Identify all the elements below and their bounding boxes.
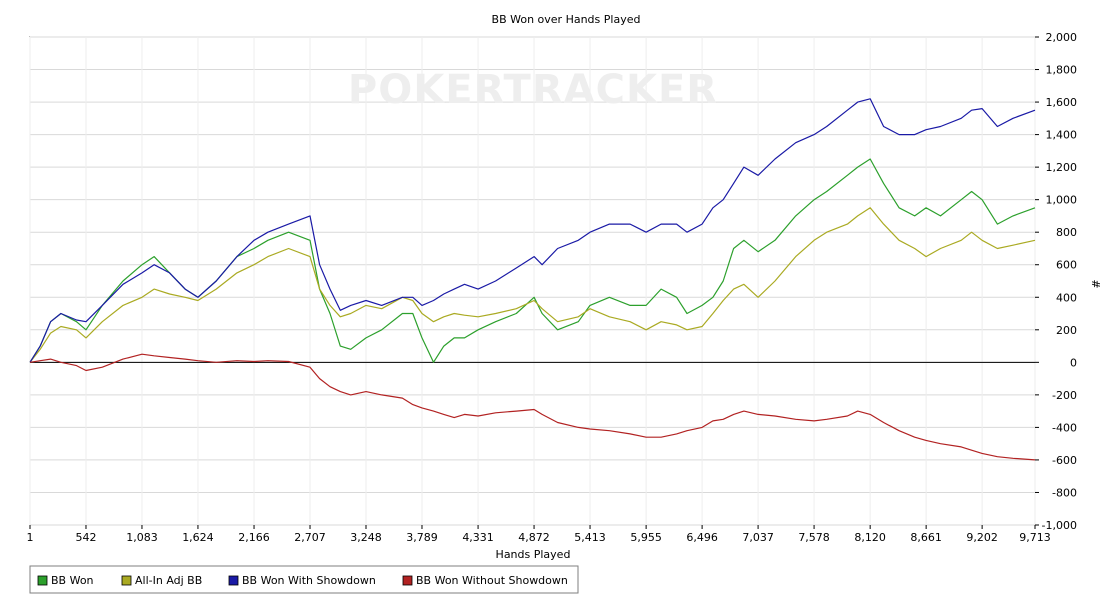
x-tick-label: 4,331 [462, 531, 494, 544]
x-tick-label: 1 [27, 531, 34, 544]
y-tick-label: -1,000 [1042, 519, 1077, 532]
legend-swatch-bb-won [37, 575, 48, 586]
y-tick-label: 1,800 [1046, 64, 1078, 77]
watermark: POKERTRACKER [348, 67, 718, 113]
y-tick-label: 1,400 [1046, 129, 1078, 142]
y-tick-label: -600 [1052, 454, 1077, 467]
y-tick-label: -800 [1052, 486, 1077, 499]
legend-swatch-all-in-adj-bb [121, 575, 132, 586]
legend-swatch-bb-won-without-showdown [402, 575, 413, 586]
x-tick-label: 1,083 [126, 531, 158, 544]
legend-label-bb-won-without-showdown: BB Won Without Showdown [416, 574, 568, 587]
x-tick-label: 6,496 [686, 531, 718, 544]
x-tick-label: 3,789 [406, 531, 438, 544]
x-tick-label: 8,120 [854, 531, 886, 544]
y-tick-label: 400 [1056, 291, 1077, 304]
y-tick-label: 200 [1056, 324, 1077, 337]
series-line-bb-won-without-showdown [29, 353, 1036, 461]
y-tick-label: 0 [1070, 356, 1077, 369]
x-tick-label: 3,248 [350, 531, 382, 544]
y-tick-label: 600 [1056, 259, 1077, 272]
y-tick-label: -200 [1052, 389, 1077, 402]
legend-label-bb-won-with-showdown: BB Won With Showdown [242, 574, 376, 587]
x-tick-label: 1,624 [182, 531, 214, 544]
x-tick-label: 542 [75, 531, 96, 544]
x-tick-label: 9,202 [966, 531, 998, 544]
x-tick-label: 8,661 [910, 531, 942, 544]
y-tick-label: 1,000 [1046, 194, 1078, 207]
legend-swatch-bb-won-with-showdown [228, 575, 239, 586]
legend-box [29, 565, 579, 594]
y-axis-ticks: 2,000 1,800 1,600 1,400 1,200 1,000 800 600 400 2… [1035, 31, 1077, 532]
series-line-bb-won-with-showdown [29, 98, 1036, 363]
legend-label-bb-won: BB Won [51, 574, 94, 587]
x-tick-label: 5,955 [630, 531, 662, 544]
x-tick-label: 2,166 [238, 531, 270, 544]
x-axis-ticks: 1 542 1,083 1,624 2,166 2,707 3,248 3,789 4,331 4… [27, 525, 1051, 544]
legend-label-all-in-adj-bb: All-In Adj BB [135, 574, 202, 587]
x-tick-label: 9,713 [1019, 531, 1051, 544]
x-tick-label: 7,037 [742, 531, 774, 544]
x-axis-label: Hands Played [496, 548, 571, 561]
series-line-all-in-adj-bb [29, 207, 1036, 363]
x-tick-label: 4,872 [518, 531, 550, 544]
x-tick-label: 5,413 [574, 531, 606, 544]
y-tick-label: 800 [1056, 226, 1077, 239]
series-lines [29, 98, 1036, 461]
x-tick-label: 2,707 [294, 531, 326, 544]
y-axis-label: # [1089, 279, 1102, 288]
y-tick-label: -400 [1052, 421, 1077, 434]
y-tick-label: 2,000 [1046, 31, 1078, 44]
y-tick-label: 1,600 [1046, 96, 1078, 109]
chart-title: BB Won over Hands Played [492, 13, 641, 26]
x-tick-label: 7,578 [798, 531, 830, 544]
y-tick-label: 1,200 [1046, 161, 1078, 174]
legend-items: BB Won All-In Adj BB BB Won With Showdown B… [37, 574, 568, 587]
legend: BB Won All-In Adj BB BB Won With Showdown B… [29, 565, 579, 594]
